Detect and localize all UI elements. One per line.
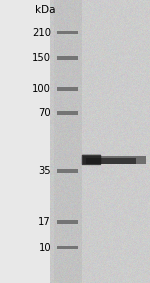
- FancyBboxPatch shape: [57, 111, 78, 115]
- FancyBboxPatch shape: [57, 169, 78, 173]
- FancyBboxPatch shape: [57, 87, 78, 91]
- Text: 35: 35: [38, 166, 51, 176]
- FancyBboxPatch shape: [86, 158, 136, 164]
- Text: 70: 70: [38, 108, 51, 118]
- FancyBboxPatch shape: [57, 246, 78, 250]
- FancyBboxPatch shape: [57, 220, 78, 224]
- FancyBboxPatch shape: [82, 156, 146, 164]
- FancyBboxPatch shape: [57, 31, 78, 34]
- Text: 100: 100: [32, 84, 51, 94]
- FancyBboxPatch shape: [82, 155, 101, 165]
- Text: 17: 17: [38, 217, 51, 227]
- Text: 210: 210: [32, 27, 51, 38]
- Text: 10: 10: [38, 243, 51, 253]
- Text: 150: 150: [32, 53, 51, 63]
- Text: kDa: kDa: [35, 5, 55, 15]
- FancyBboxPatch shape: [0, 0, 50, 283]
- FancyBboxPatch shape: [57, 56, 78, 60]
